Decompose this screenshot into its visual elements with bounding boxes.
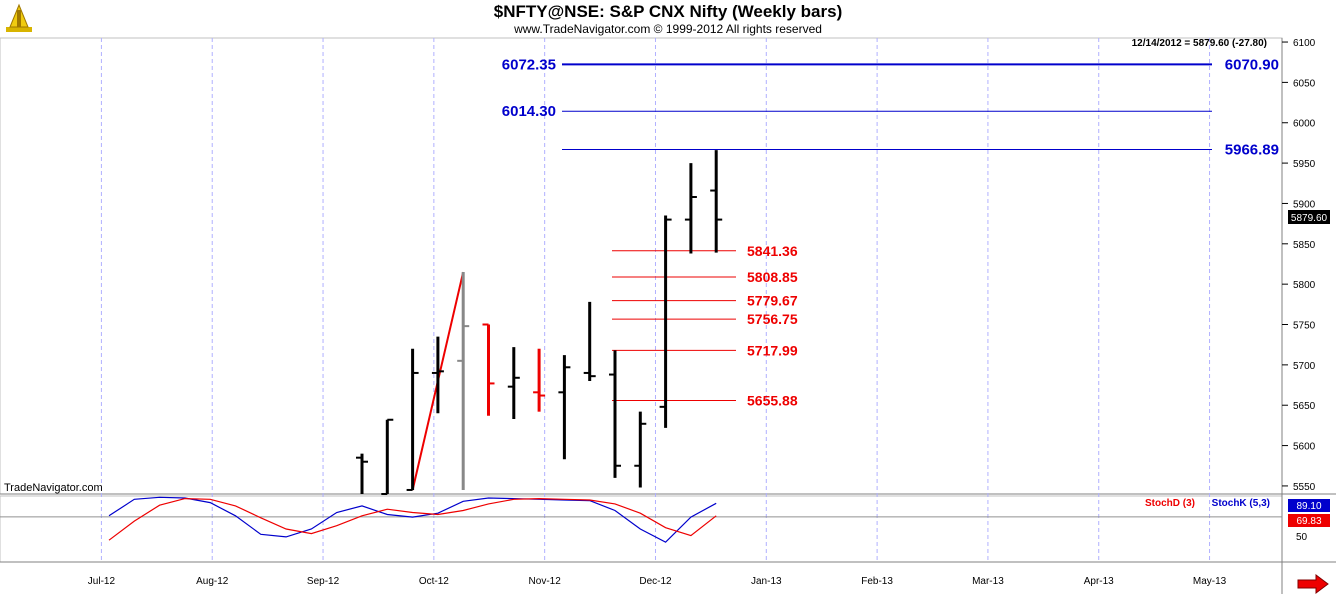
ohlc-bar — [431, 336, 444, 414]
month-label: Nov-12 — [529, 576, 562, 587]
legend-stochd: StochD (3) — [1145, 498, 1195, 509]
ohlc-bar — [457, 272, 470, 490]
month-label: Apr-13 — [1084, 576, 1114, 587]
y-axis-tick-label: 5900 — [1293, 199, 1316, 210]
ohlc-bar — [609, 350, 621, 478]
support-label: 5808.85 — [747, 269, 798, 285]
month-label: Jan-13 — [751, 576, 782, 587]
support-label: 5717.99 — [747, 342, 798, 358]
trade-navigator-logo-icon — [4, 2, 34, 34]
legend-stochk: StochK (5,3) — [1212, 498, 1270, 509]
support-label: 5841.36 — [747, 243, 798, 259]
title-bar: $NFTY@NSE: S&P CNX Nifty (Weekly bars) w… — [0, 0, 1336, 38]
ohlc-bar — [381, 418, 394, 495]
chart-title: $NFTY@NSE: S&P CNX Nifty (Weekly bars) — [493, 2, 843, 21]
ohlc-bar — [634, 411, 647, 488]
resistance-label-left: 6072.35 — [502, 56, 556, 73]
stochd-value-tag — [1288, 514, 1330, 527]
support-label: 5655.88 — [747, 392, 798, 408]
y-axis-tick-label: 5850 — [1293, 240, 1316, 251]
ohlc-bar — [356, 453, 368, 494]
ohlc-bar — [659, 215, 672, 428]
y-axis-tick-label: 6050 — [1293, 78, 1316, 89]
stochd-line — [108, 497, 717, 541]
y-axis-tick-label: 5950 — [1293, 159, 1316, 170]
last-price-tag — [1288, 210, 1330, 224]
month-label: Oct-12 — [419, 576, 449, 587]
month-label: Dec-12 — [639, 576, 672, 587]
ohlc-bar — [558, 355, 571, 460]
resistance-label-right: 5966.89 — [1225, 141, 1279, 158]
ohlc-bar — [583, 301, 596, 382]
month-label: Sep-12 — [307, 576, 340, 587]
y-axis-tick-label: 6000 — [1293, 119, 1316, 130]
y-axis-tick-label: 5800 — [1293, 280, 1316, 291]
y-axis-tick-label: 5700 — [1293, 361, 1316, 372]
last-price-label: 5879.60 — [1291, 213, 1328, 224]
support-label: 5756.75 — [747, 311, 798, 327]
resistance-label-right: 6070.90 — [1225, 56, 1279, 73]
stochk-line — [108, 496, 717, 543]
month-label: Feb-13 — [861, 576, 893, 587]
ohlc-bar — [684, 163, 697, 254]
ohlc-bar — [482, 323, 495, 416]
watermark-text: TradeNavigator.com — [4, 482, 103, 494]
y-axis-tick-label: 6100 — [1293, 38, 1316, 49]
copyright-text: www.TradeNavigator.com © 1999-2012 All r… — [514, 22, 822, 36]
support-label: 5779.67 — [747, 293, 798, 309]
month-label: Jul-12 — [88, 576, 116, 587]
status-text: 12/14/2012 = 5879.60 (-27.80) — [1132, 38, 1267, 49]
stochd-value-label: 69.83 — [1296, 516, 1321, 527]
resistance-label-left: 6014.30 — [502, 103, 556, 120]
ohlc-bar — [406, 348, 419, 491]
y-axis-tick-label: 5650 — [1293, 401, 1316, 412]
ohlc-bar — [533, 348, 546, 412]
scroll-right-arrow-icon[interactable] — [1297, 574, 1329, 594]
ohlc-bar — [507, 347, 520, 419]
y-axis-tick-label: 5550 — [1293, 482, 1316, 493]
ohlc-bar — [710, 150, 723, 253]
y-axis-tick-label: 5750 — [1293, 321, 1316, 332]
month-label: Mar-13 — [972, 576, 1004, 587]
y-axis-tick-label: 5600 — [1293, 442, 1316, 453]
stochk-value-label: 89.10 — [1296, 501, 1321, 512]
stochk-value-tag — [1288, 499, 1330, 512]
month-label: May-13 — [1193, 576, 1227, 587]
month-label: Aug-12 — [196, 576, 229, 587]
stoch-axis-tick-50: 50 — [1296, 532, 1308, 543]
